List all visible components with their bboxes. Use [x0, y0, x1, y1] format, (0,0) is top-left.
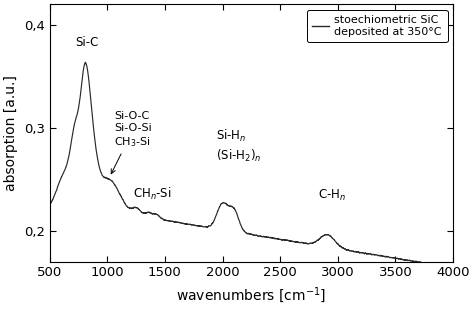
Text: CH$_n$-Si: CH$_n$-Si: [133, 186, 171, 202]
Text: Si-O-C
Si-O-Si
CH$_3$-Si: Si-O-C Si-O-Si CH$_3$-Si: [111, 111, 152, 174]
Legend: stoechiometric SiC
deposited at 350°C: stoechiometric SiC deposited at 350°C: [307, 10, 447, 42]
X-axis label: wavenumbers [cm$^{-1}$]: wavenumbers [cm$^{-1}$]: [176, 285, 327, 305]
Text: Si-H$_n$
(Si-H$_2$)$_n$: Si-H$_n$ (Si-H$_2$)$_n$: [216, 128, 261, 164]
Text: C-H$_n$: C-H$_n$: [318, 188, 346, 203]
Y-axis label: absorption [a.u.]: absorption [a.u.]: [4, 75, 18, 191]
Text: Si-C: Si-C: [75, 36, 98, 49]
